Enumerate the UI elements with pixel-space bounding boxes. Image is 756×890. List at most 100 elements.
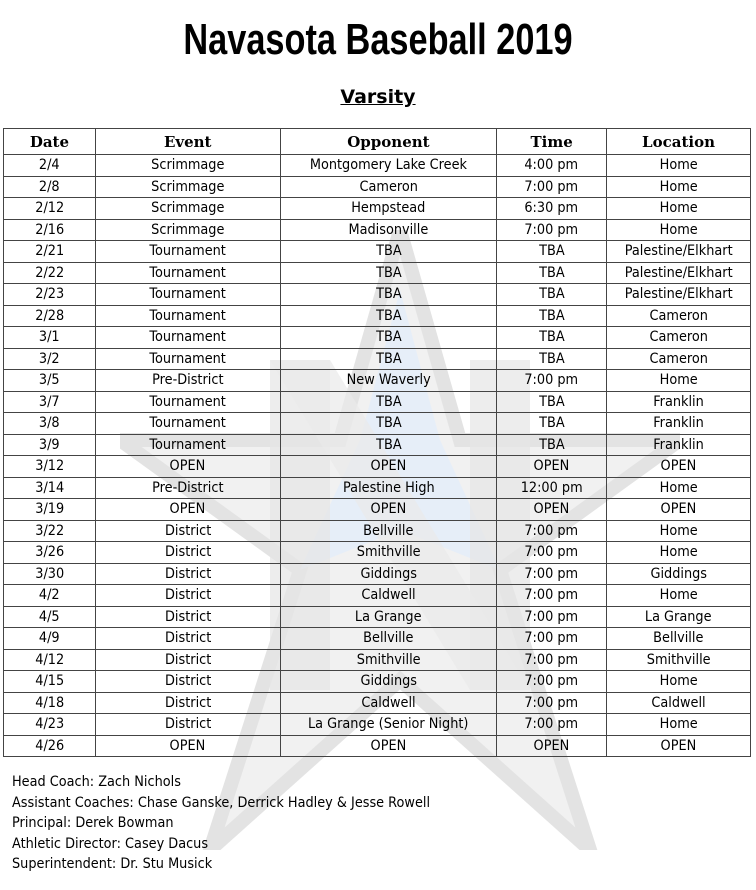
cell-text: 3/5 [39,372,60,389]
cell-text: OPEN [169,737,206,754]
table-row: 3/12 OPEN OPEN OPEN OPEN [3,455,751,478]
cell-text: Home [659,673,698,690]
table-header-row: Date Event Opponent Time Location [3,128,751,155]
cell-text: 7:00 pm [524,372,579,389]
cell-text: New Waverly [346,372,431,389]
cell-text: 7:00 pm [524,651,579,668]
cell-event: Scrimmage [94,218,281,241]
cell-text: Home [659,587,698,604]
table-row: 3/19 OPEN OPEN OPEN OPEN [3,498,751,521]
staff-line: Principal: Derek Bowman [12,813,466,834]
cell-text: Caldwell [361,694,416,711]
cell-text: OPEN [370,458,407,475]
cell-text: 12:00 pm [520,479,583,496]
cell-opponent: La Grange [279,605,498,628]
cell-text: Tournament [149,350,226,367]
cell-date: 4/18 [3,691,96,714]
cell-text: OPEN [533,458,570,475]
cell-opponent: Caldwell [279,584,498,607]
cell-location: Franklin [606,412,751,435]
page-subtitle: Varsity [340,86,416,108]
cell-text: 4/23 [34,716,64,733]
cell-text: 7:00 pm [524,694,579,711]
cell-date: 2/12 [3,197,96,220]
cell-opponent: Smithville [279,648,498,671]
cell-text: 7:00 pm [524,608,579,625]
cell-time: OPEN [496,455,608,478]
cell-text: Home [659,544,698,561]
cell-date: 3/19 [3,498,96,521]
cell-opponent: Cameron [279,175,498,198]
staff-line: Athletic Director: Casey Dacus [12,834,466,855]
staff-line-text: Assistant Coaches: Chase Ganske, Derrick… [12,794,431,811]
cell-text: TBA [375,264,402,281]
cell-text: 7:00 pm [524,544,579,561]
cell-event: Tournament [94,326,281,349]
cell-text: Home [659,372,698,389]
cell-location: OPEN [606,455,751,478]
cell-opponent: OPEN [279,734,498,757]
cell-location: Home [606,541,751,564]
cell-event: Tournament [94,283,281,306]
cell-event: District [94,519,281,542]
cell-text: Tournament [149,243,226,260]
cell-time: TBA [496,304,608,327]
cell-date: 4/12 [3,648,96,671]
cell-text: Tournament [149,264,226,281]
schedule-table-body: 2/4 Scrimmage Montgomery Lake Creek 4:00 pm… [3,154,751,757]
cell-time: TBA [496,240,608,263]
cell-text: Franklin [653,436,704,453]
cell-location: Home [606,218,751,241]
cell-text: Pre-District [152,479,224,496]
table-row: 3/30 District Giddings 7:00 pm Giddings [3,562,751,585]
cell-text: Palestine/Elkhart [624,264,733,281]
cell-event: Pre-District [94,369,281,392]
staff-line-text: Principal: Derek Bowman [12,815,174,831]
cell-location: Home [606,154,751,177]
cell-time: 7:00 pm [496,605,608,628]
table-row: 3/2 Tournament TBA TBA Cameron [3,347,751,370]
cell-time: TBA [496,326,608,349]
cell-event: Scrimmage [94,175,281,198]
cell-location: Giddings [606,562,751,585]
cell-text: 7:00 pm [524,221,579,238]
cell-text: Cameron [649,307,708,324]
cell-text: Cameron [359,178,418,195]
cell-text: La Grange [355,608,422,625]
cell-text: TBA [375,243,402,260]
cell-text: District [164,716,211,733]
cell-location: Home [606,476,751,499]
cell-date: 2/8 [3,175,96,198]
table-row: 3/8 Tournament TBA TBA Franklin [3,412,751,435]
cell-text: TBA [538,243,565,260]
cell-date: 3/12 [3,455,96,478]
cell-text: Giddings [650,565,707,582]
cell-time: 7:00 pm [496,369,608,392]
cell-text: 3/8 [39,415,60,432]
cell-text: Giddings [360,565,417,582]
cell-text: TBA [538,350,565,367]
cell-text: OPEN [169,501,206,518]
cell-text: Smithville [356,544,421,561]
cell-text: 7:00 pm [524,716,579,733]
cell-text: Smithville [356,651,421,668]
staff-list: Head Coach: Zach Nichols Assistant Coache… [12,772,466,875]
cell-time: OPEN [496,498,608,521]
header-event: Event [94,128,281,155]
cell-event: District [94,541,281,564]
cell-text: 4/12 [34,651,64,668]
cell-text: TBA [375,350,402,367]
cell-text: District [164,587,211,604]
cell-date: 2/4 [3,154,96,177]
cell-location: Cameron [606,326,751,349]
cell-location: Palestine/Elkhart [606,283,751,306]
cell-opponent: OPEN [279,498,498,521]
cell-opponent: Smithville [279,541,498,564]
cell-opponent: TBA [279,283,498,306]
cell-text: Franklin [653,393,704,410]
cell-text: Home [659,479,698,496]
cell-date: 4/23 [3,713,96,736]
cell-text: 7:00 pm [524,630,579,647]
cell-time: 6:30 pm [496,197,608,220]
cell-opponent: Giddings [279,670,498,693]
